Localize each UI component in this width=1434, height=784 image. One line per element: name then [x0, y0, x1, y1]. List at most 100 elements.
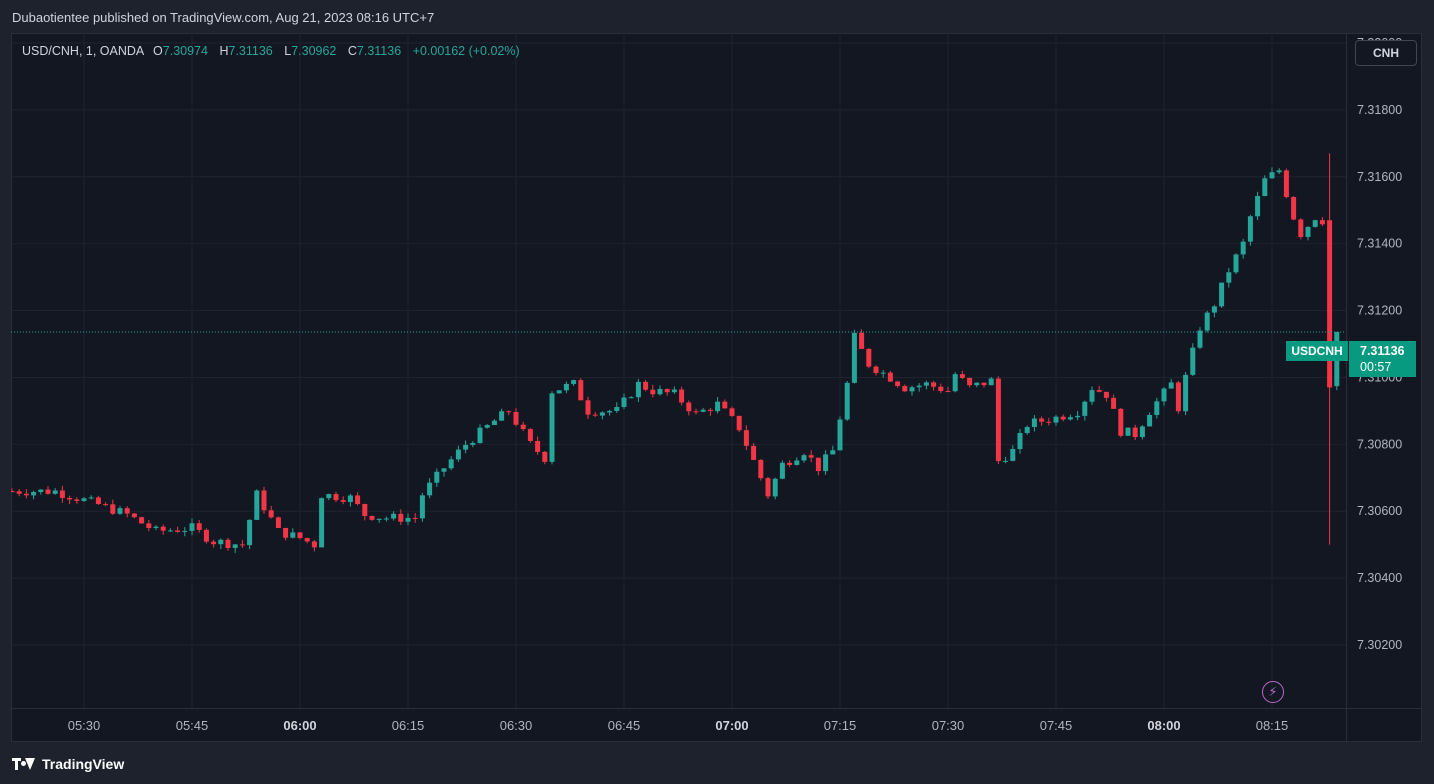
candle-body: [412, 517, 418, 519]
candle-body: [203, 529, 209, 542]
candle-body: [535, 441, 541, 452]
candle-body: [261, 490, 267, 511]
candle-body: [657, 389, 663, 395]
candle-body: [376, 518, 382, 520]
legend-open: 7.30974: [162, 44, 208, 58]
candle-body: [16, 491, 22, 494]
candle-body: [671, 389, 677, 393]
candle-body: [1298, 219, 1304, 237]
candle-body: [765, 478, 771, 497]
y-tick-label: 7.31600: [1357, 170, 1402, 184]
candle-body: [1168, 382, 1174, 389]
candle-body: [578, 380, 584, 401]
candle-body: [729, 408, 735, 416]
candlestick-chart[interactable]: 7.320007.318007.316007.314007.312007.310…: [11, 33, 1422, 742]
candle-body: [628, 397, 634, 399]
candle-body: [1283, 170, 1289, 198]
x-tick-label: 05:30: [68, 718, 101, 733]
candle-body: [664, 389, 670, 393]
candle-body: [959, 374, 965, 378]
candle-body: [808, 455, 814, 458]
candle-body: [787, 462, 793, 465]
legend-low-label: L: [284, 44, 292, 58]
candle-body: [988, 378, 994, 386]
candle-body: [643, 381, 649, 390]
y-tick-label: 7.31400: [1357, 237, 1402, 251]
candle-body: [923, 382, 929, 386]
candle-body: [1053, 416, 1059, 423]
candle-body: [124, 508, 130, 514]
candle-body: [1082, 401, 1088, 416]
candle-body: [153, 526, 159, 528]
candle-body: [981, 382, 987, 386]
legend-symbol[interactable]: USD/CNH, 1, OANDA: [22, 44, 144, 58]
candle-body: [81, 498, 87, 501]
candle-body: [247, 519, 253, 546]
candle-body: [74, 499, 80, 501]
candle-body: [225, 539, 231, 548]
candle-body: [1010, 449, 1016, 461]
candle-body: [160, 526, 166, 531]
candle-body: [131, 513, 137, 518]
candle-body: [758, 459, 764, 479]
candle-body: [448, 459, 454, 469]
y-tick-label: 7.31800: [1357, 103, 1402, 117]
candle-body: [419, 495, 425, 519]
legend-close-label: C: [347, 44, 357, 58]
candle-body: [477, 427, 483, 443]
candle-body: [1125, 427, 1131, 436]
candle-body: [189, 523, 195, 531]
candle-body: [1247, 216, 1253, 242]
candle-body: [902, 386, 908, 392]
candle-body: [1305, 226, 1311, 237]
candle-body: [1255, 196, 1261, 217]
x-tick-label: 06:30: [500, 718, 533, 733]
candle-body: [779, 462, 785, 479]
candle-body: [743, 430, 749, 446]
y-tick-label: 7.30400: [1357, 571, 1402, 585]
candle-body: [1017, 432, 1023, 450]
candle-body: [794, 460, 800, 465]
candle-body: [916, 385, 922, 388]
candle-body: [715, 401, 721, 412]
candle-body: [218, 539, 224, 545]
candle-body: [88, 497, 94, 499]
candle-body: [887, 372, 893, 382]
candle-body: [1161, 388, 1167, 402]
candle-body: [607, 410, 613, 413]
x-tick-label: 07:45: [1040, 718, 1073, 733]
lightning-icon[interactable]: ⚡: [1262, 681, 1284, 703]
candle-body: [556, 390, 562, 394]
candle-body: [146, 523, 152, 528]
candle-body: [369, 515, 375, 520]
candle-body: [686, 402, 692, 412]
candle-body: [59, 490, 65, 498]
candle-body: [1031, 418, 1037, 427]
candle-body: [1226, 272, 1232, 283]
candle-body: [23, 493, 29, 496]
candle-body: [290, 532, 296, 538]
candle-body: [463, 444, 469, 450]
candle-body: [772, 478, 778, 497]
candle-body: [103, 504, 109, 506]
candle-body: [635, 381, 641, 398]
candle-body: [340, 500, 346, 502]
candle-body: [520, 424, 526, 430]
legend-low: 7.30962: [291, 44, 337, 58]
candle-body: [722, 401, 728, 409]
candle-body: [311, 541, 317, 548]
candle-body: [823, 454, 829, 472]
candle-body: [275, 517, 281, 528]
tradingview-logo-icon: [12, 757, 36, 771]
currency-button[interactable]: CNH: [1355, 40, 1417, 66]
candle-body: [1075, 415, 1081, 418]
legend-change: +0.00162 (+0.02%): [412, 44, 520, 58]
candle-body: [31, 492, 37, 496]
candle-body: [614, 407, 620, 411]
candle-body: [542, 451, 548, 462]
candle-body: [1211, 306, 1217, 313]
candle-body: [837, 419, 843, 451]
candle-body: [700, 409, 706, 412]
footer: TradingView: [12, 754, 124, 774]
footer-brand[interactable]: TradingView: [42, 756, 125, 772]
